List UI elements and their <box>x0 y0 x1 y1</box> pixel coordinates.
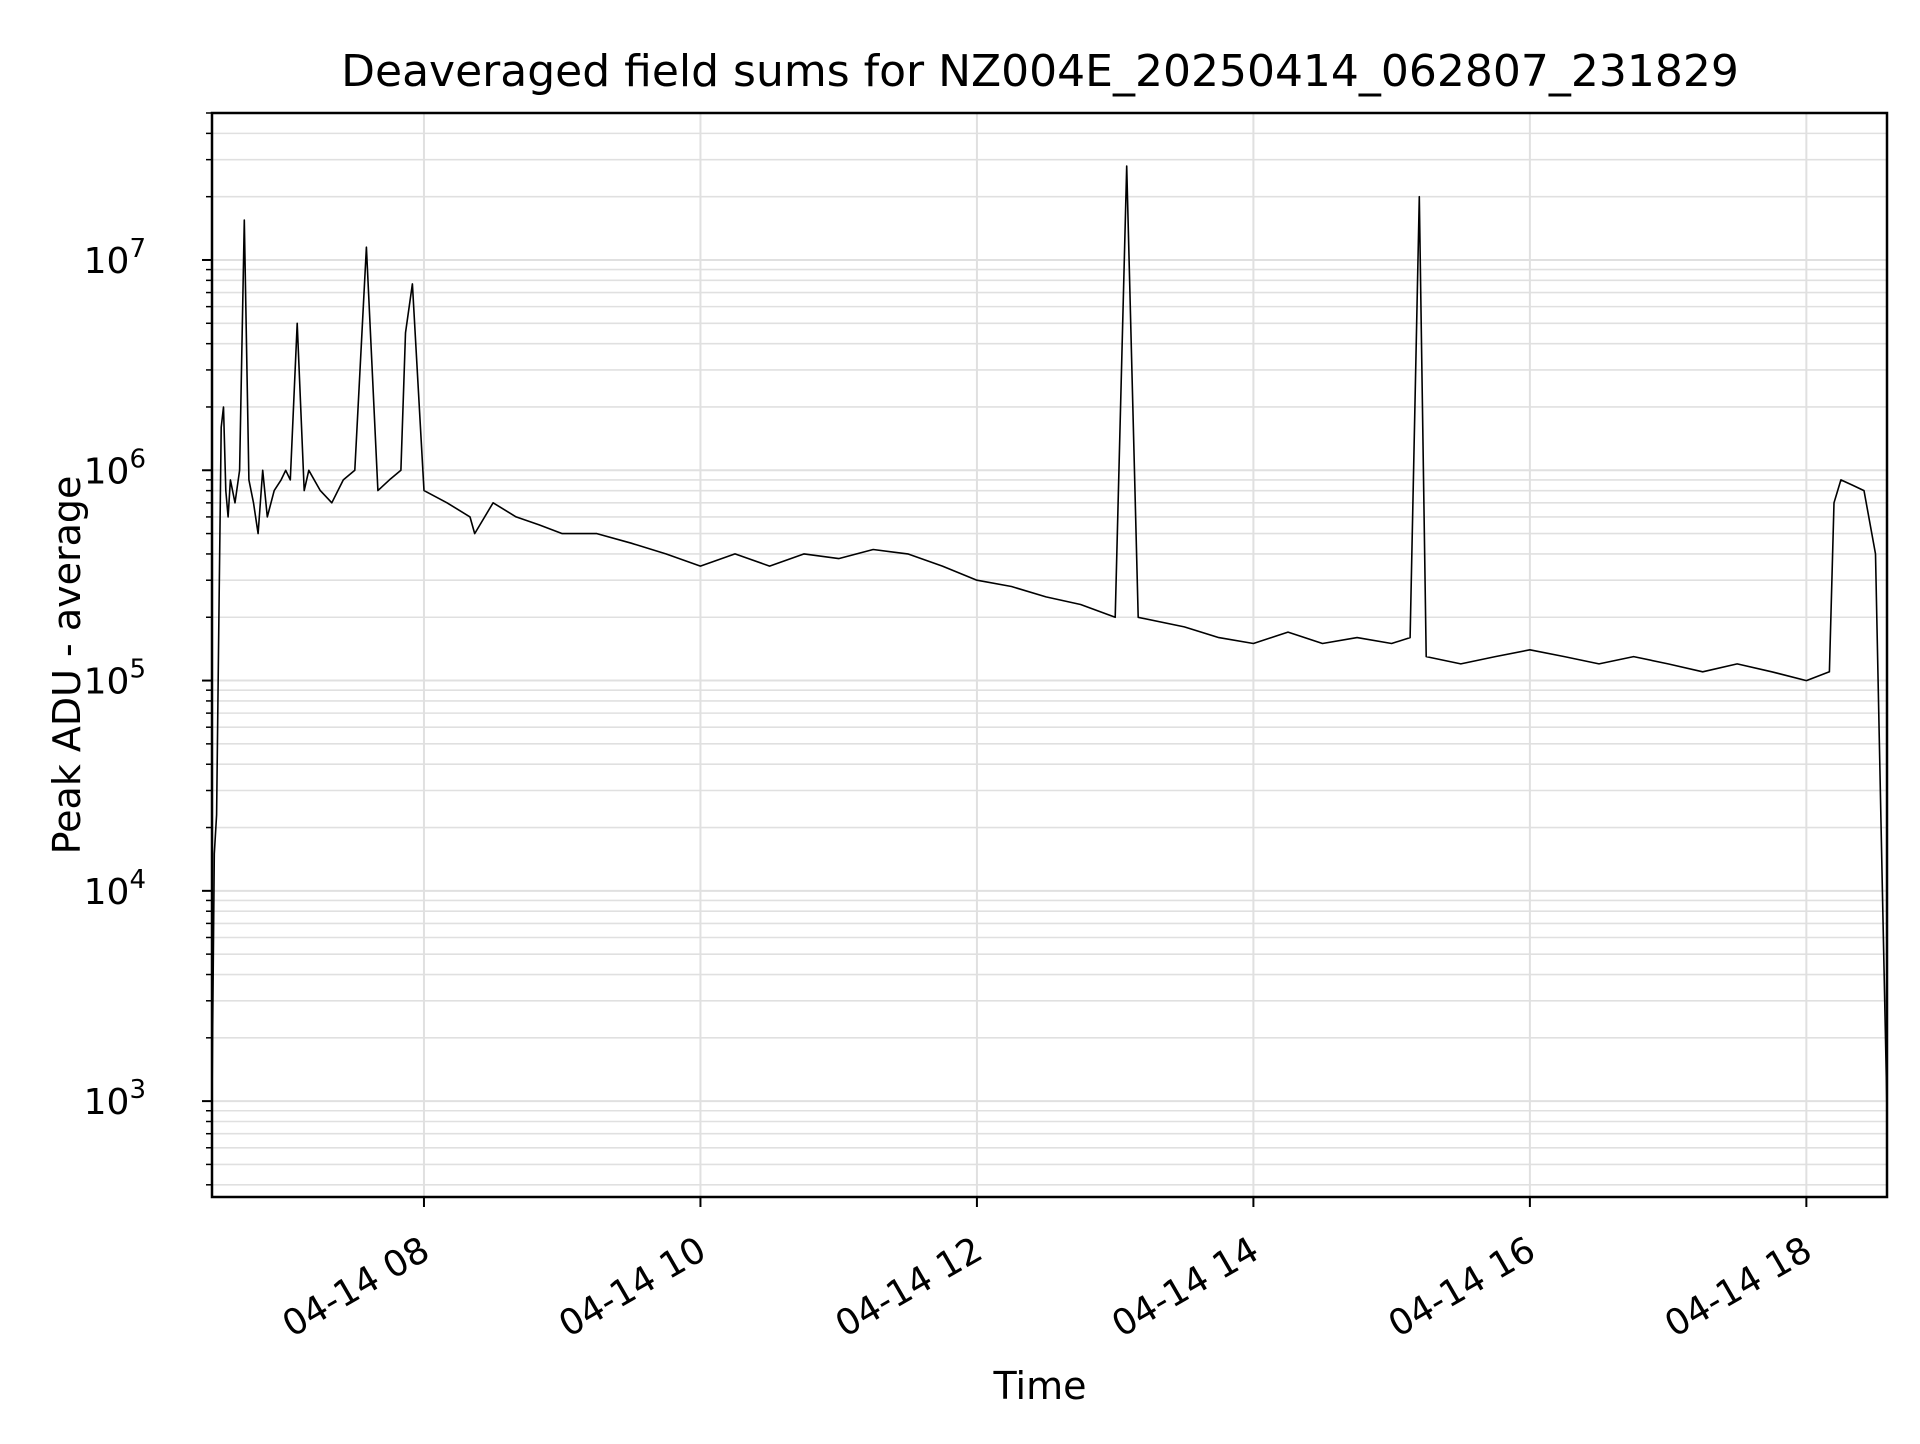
series-layer <box>211 165 1888 1111</box>
x-axis-label: Time <box>993 1364 1087 1408</box>
y-tick-label: 104 <box>84 865 146 913</box>
y-tick-label: 103 <box>84 1075 146 1123</box>
y-tick-label: 106 <box>84 444 146 492</box>
y-axis-label: Peak ADU - average <box>45 476 89 855</box>
series-line <box>211 165 1888 1111</box>
plot-frame <box>210 111 1889 1199</box>
y-tick-label: 107 <box>84 234 146 282</box>
y-tick-label: 105 <box>84 655 146 703</box>
chart-title: Deaveraged field sums for NZ004E_2025041… <box>341 46 1739 97</box>
